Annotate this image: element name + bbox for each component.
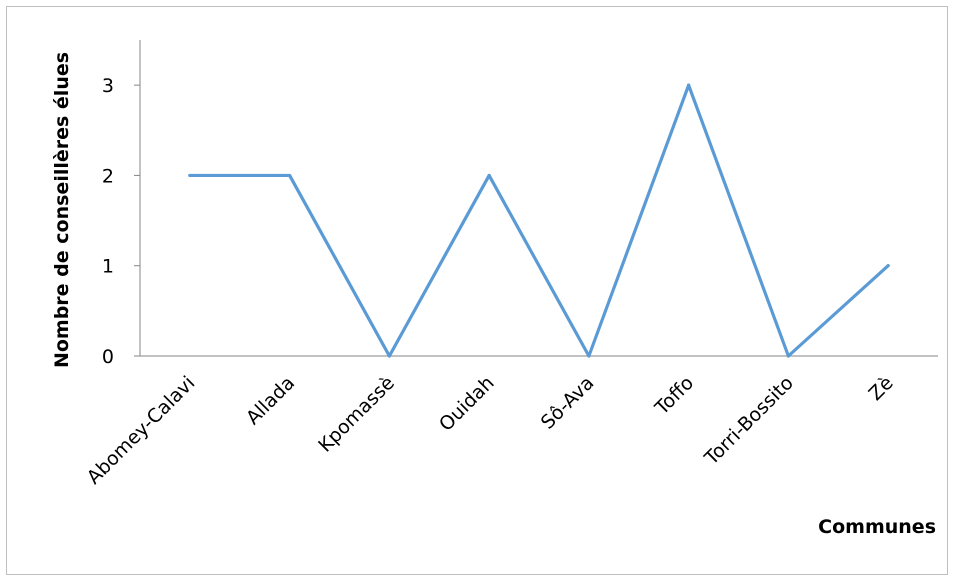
x-tick-label: Abomey-Calavi	[83, 372, 200, 489]
y-tick-label: 1	[102, 256, 114, 278]
data-point	[587, 354, 591, 358]
x-tick-label: Kpomassè	[314, 372, 399, 457]
x-tick-label: Torri-Bossito	[700, 372, 798, 470]
y-tick-label: 3	[102, 75, 114, 97]
x-tick-label: Sô-Ava	[537, 372, 599, 434]
x-tick-label: Toffo	[650, 372, 698, 420]
series-layer	[188, 83, 890, 358]
data-point	[288, 173, 292, 178]
y-tick-label: 0	[102, 346, 114, 368]
x-axis-title: Communes	[818, 516, 936, 538]
x-tick-labels: Abomey-Calavi Allada Kpomassè Ouidah Sô-Ava T…	[83, 372, 898, 489]
x-tick-label: Ouidah	[435, 372, 499, 436]
data-point	[188, 173, 192, 178]
y-tick-labels: 0 1 2 3	[102, 75, 140, 368]
x-tick-label: Allada	[242, 372, 299, 429]
series-line	[188, 83, 890, 358]
data-point	[487, 173, 491, 178]
data-point	[687, 83, 691, 87]
y-tick-label: 2	[102, 165, 114, 187]
x-tick-label: Zè	[865, 372, 898, 405]
y-axis-title: Nombre de conseillères élues	[51, 52, 73, 368]
data-point	[886, 264, 890, 268]
data-point	[387, 354, 391, 358]
chart-frame	[6, 6, 948, 575]
axes	[139, 40, 938, 357]
data-point	[786, 354, 790, 358]
